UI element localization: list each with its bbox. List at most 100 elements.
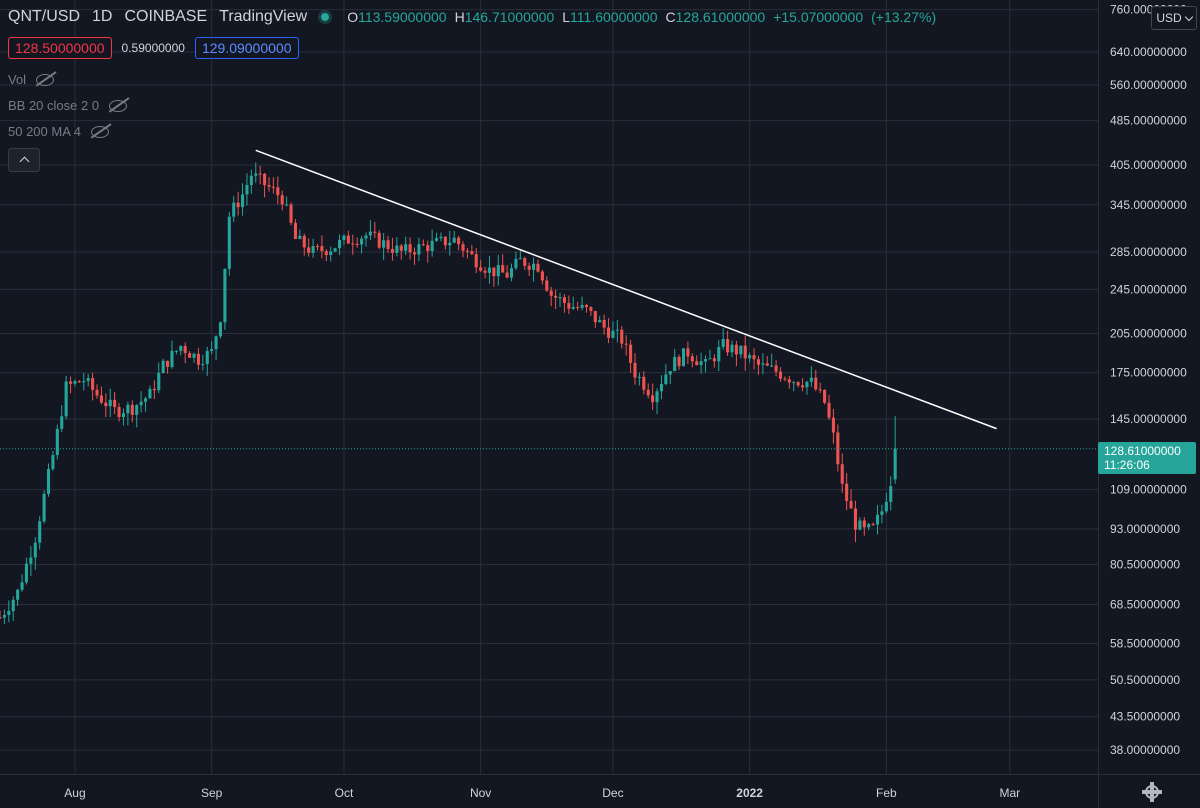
candle-body xyxy=(893,448,897,480)
candle-body xyxy=(192,353,196,358)
indicator-label: Vol xyxy=(8,72,27,87)
candle-body xyxy=(708,358,712,360)
candle-body xyxy=(126,404,130,414)
indicator-bollinger[interactable]: BB 20 close 2 0 xyxy=(8,98,128,113)
price-tick-label: 640.00000000 xyxy=(1110,45,1187,59)
time-tick-label: 2022 xyxy=(736,786,763,800)
candle-body xyxy=(0,617,2,619)
candle-body xyxy=(739,345,743,355)
candle-body xyxy=(46,468,51,494)
grid xyxy=(0,0,1098,774)
currency-selector[interactable]: USD xyxy=(1151,6,1197,30)
candle-body xyxy=(148,388,152,399)
collapse-legend-button[interactable] xyxy=(8,148,40,172)
candle-body xyxy=(267,185,271,187)
candle-body xyxy=(589,307,593,311)
candle-body xyxy=(245,185,249,195)
candle-body xyxy=(496,265,500,277)
chevron-up-icon xyxy=(19,156,29,167)
candle-body xyxy=(117,407,121,418)
candle-body xyxy=(523,258,527,266)
price-tick-label: 345.00000000 xyxy=(1110,198,1187,212)
high-label: H xyxy=(454,9,465,25)
market-status-icon xyxy=(321,13,330,21)
candle-body xyxy=(421,244,425,246)
candle-body xyxy=(814,377,818,390)
candle-body xyxy=(210,349,214,351)
indicator-volume[interactable]: Vol xyxy=(8,72,55,87)
candle-body xyxy=(540,271,544,281)
candle-body xyxy=(51,455,55,469)
candle-body xyxy=(593,310,597,323)
candle-body xyxy=(104,402,108,407)
candle-body xyxy=(342,235,346,240)
candle-body xyxy=(16,589,20,600)
candle-body xyxy=(651,395,655,403)
symbol-name[interactable]: QNT/USD xyxy=(8,8,80,25)
candle-body xyxy=(818,389,822,391)
trendline-layer xyxy=(0,149,1098,450)
eye-off-icon[interactable] xyxy=(36,73,55,86)
candle-body xyxy=(307,247,311,253)
candle-body xyxy=(470,251,474,255)
price-tick-label: 43.50000000 xyxy=(1110,710,1180,724)
candle-body xyxy=(408,244,412,253)
candle-body xyxy=(629,344,633,363)
candle-body xyxy=(139,401,143,406)
low-value: 111.60000000 xyxy=(570,9,658,25)
candle-body xyxy=(452,237,456,243)
price-tick-label: 485.00000000 xyxy=(1110,114,1187,128)
candle-body xyxy=(161,360,165,373)
candle-body xyxy=(492,267,496,277)
eye-off-icon[interactable] xyxy=(109,99,128,112)
candle-body xyxy=(646,389,650,396)
candle-body xyxy=(765,363,769,366)
candle-body xyxy=(884,501,888,512)
candle-body xyxy=(527,265,531,270)
candle-body xyxy=(487,267,492,273)
candle-body xyxy=(33,542,37,558)
buy-button[interactable]: 129.09000000 xyxy=(194,37,299,59)
candle-body xyxy=(377,232,381,248)
candle-body xyxy=(399,245,403,251)
candle-body xyxy=(271,186,275,188)
candle-body xyxy=(518,258,522,260)
interval-label[interactable]: 1D xyxy=(92,8,113,25)
candle-body xyxy=(792,382,796,384)
eye-off-icon[interactable] xyxy=(91,125,109,138)
candle-body xyxy=(77,381,81,383)
sell-button[interactable]: 128.50000000 xyxy=(8,37,112,59)
candle-body xyxy=(545,280,549,291)
candle-body xyxy=(395,245,399,253)
last-price-label: 128.61000000 11:26:06 xyxy=(1098,442,1196,474)
candle-body xyxy=(717,346,721,362)
price-tick-label: 93.00000000 xyxy=(1110,522,1180,536)
candle-body xyxy=(787,379,791,383)
candle-body xyxy=(91,378,95,390)
candle-body xyxy=(562,297,566,303)
chart-settings-button[interactable] xyxy=(1142,782,1162,802)
candle-body xyxy=(157,372,161,391)
candle-body xyxy=(214,336,218,350)
candle-body xyxy=(479,267,483,271)
candle-body xyxy=(748,355,752,359)
candle-body xyxy=(554,295,558,298)
gear-icon xyxy=(1142,782,1162,802)
candle-body xyxy=(637,376,641,378)
candle-body xyxy=(55,428,59,456)
candle-body xyxy=(567,302,571,309)
price-axis[interactable]: 760.00000000640.00000000560.00000000485.… xyxy=(1098,0,1188,808)
candle-body xyxy=(382,240,386,248)
candle-body xyxy=(315,246,320,248)
time-axis[interactable]: Aug Sep Oct Nov Dec 2022 Feb Mar xyxy=(0,774,1200,801)
candle-body xyxy=(113,399,117,408)
indicator-moving-average[interactable]: 50 200 MA 4 xyxy=(8,124,109,139)
candle-body xyxy=(38,521,42,543)
candle-body xyxy=(426,245,430,251)
candle-body xyxy=(69,381,73,384)
candle-body xyxy=(86,378,90,382)
candle-body xyxy=(99,395,103,403)
symbol-legend: QNT/USD 1D COINBASE TradingView O113.590… xyxy=(8,8,936,26)
candle-body xyxy=(633,362,637,378)
